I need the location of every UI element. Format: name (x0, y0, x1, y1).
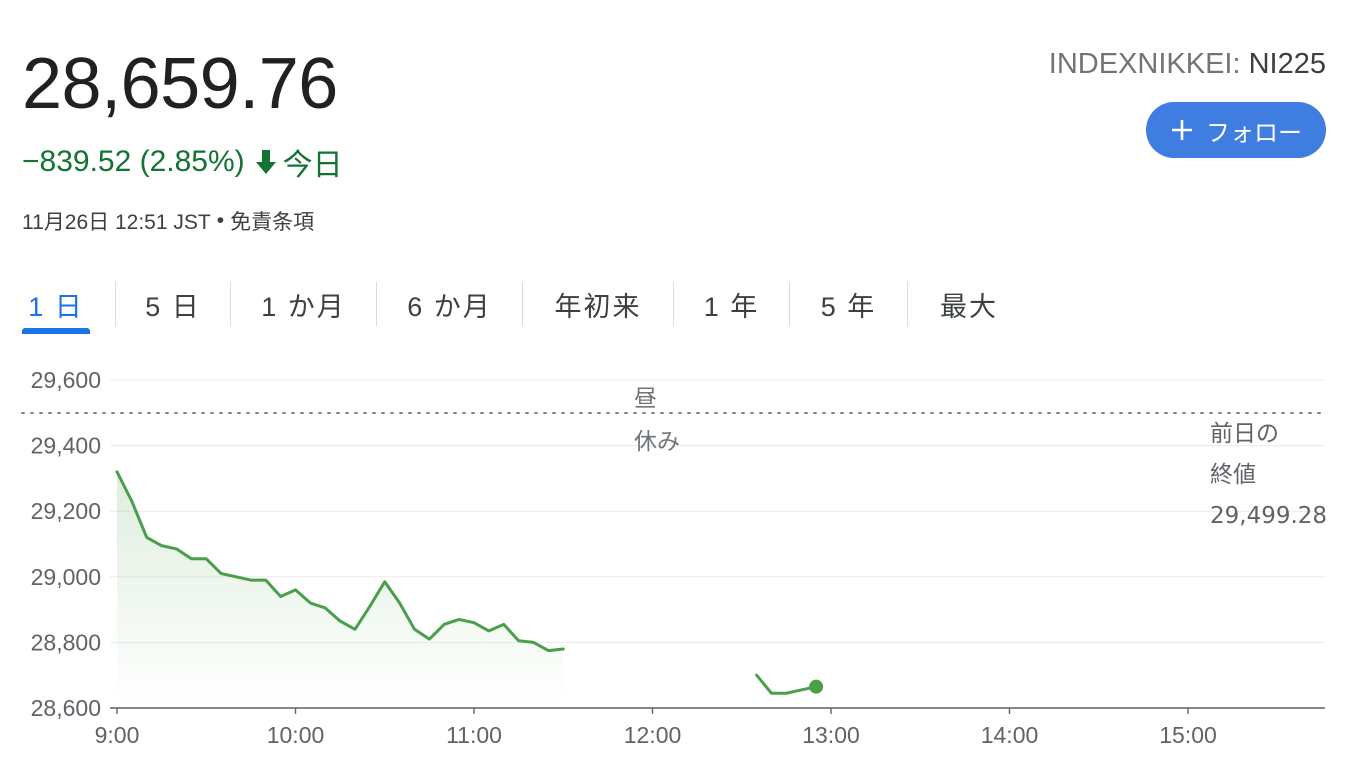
range-tabs: 1 日 5 日 1 か月 6 か月 年初来 1 年 5 年 最大 (22, 280, 1030, 336)
y-tick-label: 28,600 (31, 695, 101, 721)
x-tick-label: 15:00 (1159, 722, 1217, 748)
quote-meta: 11月26日 12:51 JST • 免責条項 (22, 206, 314, 236)
tab-max[interactable]: 最大 (940, 291, 998, 322)
tab-ytd[interactable]: 年初来 (554, 291, 642, 322)
quote-timestamp: 11月26日 12:51 JST (22, 211, 211, 234)
x-axis: 9:00 10:00 11:00 12:00 13:00 14:00 15:00 (95, 708, 1217, 748)
chart-annotations: 昼休み (634, 386, 680, 455)
y-axis: 29,600 29,400 29,200 29,000 28,800 28,600 (31, 367, 101, 721)
tab-divider (115, 282, 116, 326)
change-value: −839.52 (2.85%) (22, 145, 245, 178)
tab-divider (907, 282, 908, 326)
series-line-morning (115, 470, 565, 653)
chart-series (115, 470, 824, 708)
y-tick-label: 29,000 (31, 564, 101, 590)
ticker-symbol: NI225 (1248, 48, 1326, 80)
current-price: 28,659.76 (22, 44, 338, 124)
last-point-marker (809, 679, 824, 694)
disclaimer-link[interactable]: 免責条項 (230, 211, 315, 234)
change-period: 今日 (282, 149, 343, 182)
tab-1y[interactable]: 1 年 (703, 291, 760, 322)
tab-1m[interactable]: 1 か月 (261, 291, 346, 322)
plus-icon (1170, 118, 1194, 142)
y-tick-label: 29,200 (31, 498, 101, 524)
x-tick-label: 9:00 (95, 722, 140, 748)
tab-5d[interactable]: 5 日 (145, 291, 201, 322)
y-tick-label: 29,600 (31, 367, 101, 393)
y-tick-label: 29,400 (31, 433, 101, 459)
previous-close-label: 終値 (1210, 462, 1256, 488)
tab-divider (230, 282, 231, 326)
tab-divider (522, 282, 523, 326)
previous-close-label: 前日の (1210, 421, 1279, 447)
series-area (117, 471, 564, 708)
price-chart[interactable]: 29,600 29,400 29,200 29,000 28,800 28,600 9:0… (0, 340, 1370, 774)
follow-label: フォロー (1206, 119, 1302, 147)
follow-button[interactable]: フォロー (1146, 102, 1326, 158)
ticker-exchange: INDEXNIKKEI: (1048, 48, 1241, 80)
lunch-break-label: 休み (634, 429, 680, 455)
x-tick-label: 10:00 (267, 722, 325, 748)
tab-1d[interactable]: 1 日 (22, 280, 90, 334)
previous-close-value: 29,499.28 (1210, 503, 1327, 529)
x-tick-label: 11:00 (446, 722, 502, 748)
tab-divider (673, 282, 674, 326)
tab-divider (789, 282, 790, 326)
x-tick-label: 13:00 (802, 722, 860, 748)
arrow-down-icon (255, 149, 277, 175)
y-tick-label: 28,800 (31, 629, 101, 655)
tab-divider (376, 282, 377, 326)
tab-5y[interactable]: 5 年 (820, 291, 877, 322)
ticker-label: INDEXNIKKEI: NI225 (1049, 48, 1326, 81)
tab-6m[interactable]: 6 か月 (407, 291, 492, 322)
lunch-break-label: 昼 (634, 386, 657, 412)
x-tick-label: 14:00 (981, 722, 1039, 748)
meta-separator: • (216, 209, 225, 232)
x-tick-label: 12:00 (624, 722, 682, 748)
series-line-afternoon (755, 673, 818, 695)
price-change: −839.52 (2.85%) 今日 (22, 142, 343, 182)
